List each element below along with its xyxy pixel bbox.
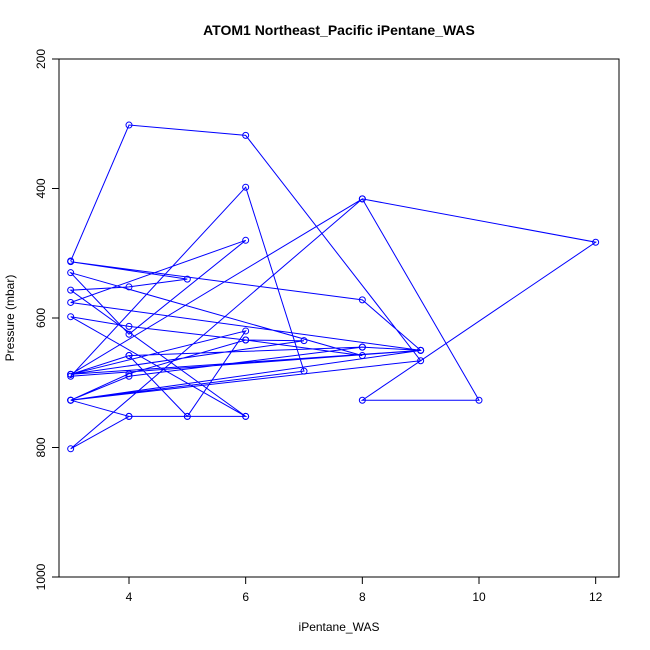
- series-layer: [67, 121, 600, 453]
- data-point: [183, 275, 191, 283]
- data-point: [125, 283, 133, 291]
- data-point: [242, 131, 250, 139]
- y-axis-label: Pressure (mbar): [3, 275, 17, 362]
- x-tick-label-4: 12: [589, 590, 603, 604]
- x-tick-label-0: 4: [126, 590, 133, 604]
- data-point: [592, 238, 600, 246]
- data-point: [242, 327, 250, 335]
- x-tick-label-1: 6: [242, 590, 249, 604]
- data-point: [67, 286, 75, 294]
- data-point: [358, 343, 366, 351]
- y-tick-label-3: 800: [34, 437, 48, 457]
- data-point: [125, 322, 133, 330]
- data-point: [417, 346, 425, 354]
- series-line-0: [69, 124, 597, 450]
- y-axis: 200 400 600 800 1000: [34, 49, 59, 590]
- data-point: [125, 372, 133, 380]
- data-point: [242, 183, 250, 191]
- data-point: [183, 412, 191, 420]
- data-point: [358, 396, 366, 404]
- data-point: [242, 236, 250, 244]
- data-point: [358, 195, 366, 203]
- data-point: [300, 337, 308, 345]
- data-point: [67, 372, 75, 380]
- x-axis: 4 6 8 10 12: [126, 577, 603, 604]
- data-point: [67, 269, 75, 277]
- data-point: [67, 445, 75, 453]
- data-point: [125, 412, 133, 420]
- data-point: [242, 412, 250, 420]
- data-point: [67, 370, 75, 378]
- x-axis-label: iPentane_WAS: [299, 620, 380, 634]
- x-tick-label-3: 10: [472, 590, 486, 604]
- y-tick-label-0: 200: [34, 49, 48, 69]
- data-point: [358, 296, 366, 304]
- data-point: [242, 336, 250, 344]
- data-point: [67, 313, 75, 321]
- data-point: [125, 330, 133, 338]
- data-point: [300, 367, 308, 375]
- data-point: [417, 357, 425, 365]
- y-tick-label-2: 600: [34, 308, 48, 328]
- plot-frame: [58, 58, 620, 578]
- data-point: [67, 396, 75, 404]
- chart-title: ATOM1 Northeast_Pacific iPentane_WAS: [203, 22, 475, 38]
- data-point: [67, 298, 75, 306]
- y-tick-label-4: 1000: [34, 563, 48, 590]
- data-point: [125, 121, 133, 129]
- y-tick-label-1: 400: [34, 178, 48, 198]
- data-point: [125, 370, 133, 378]
- data-point: [358, 352, 366, 360]
- x-tick-label-2: 8: [359, 590, 366, 604]
- data-point: [67, 258, 75, 266]
- data-point: [125, 352, 133, 360]
- data-point: [475, 396, 483, 404]
